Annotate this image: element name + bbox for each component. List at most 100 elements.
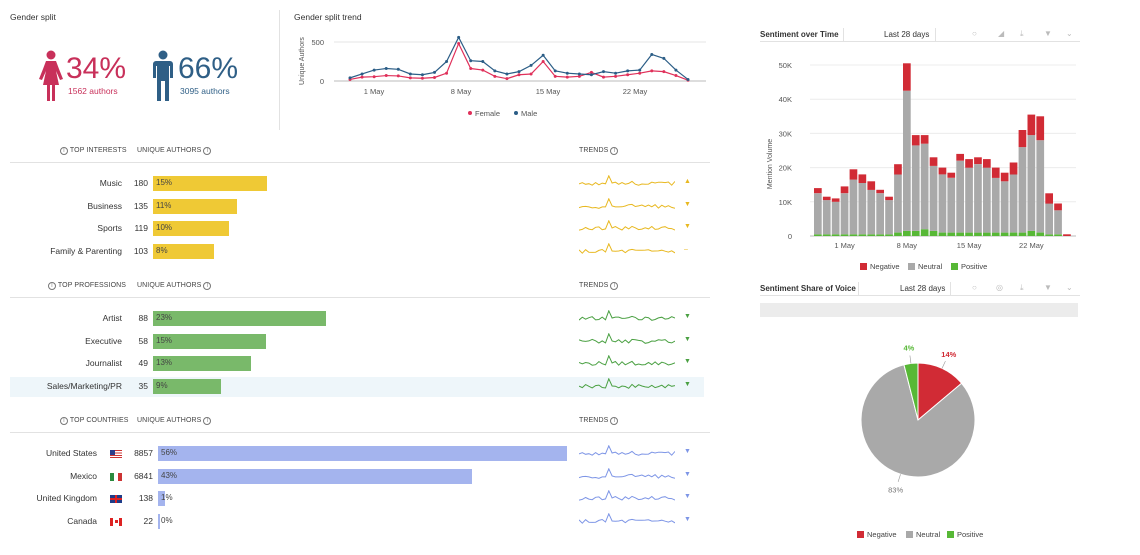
neutral-bar-segment[interactable]: [1009, 174, 1018, 233]
female-trend-point[interactable]: [493, 74, 497, 78]
female-trend-point[interactable]: [626, 73, 630, 77]
negative-bar-segment[interactable]: [876, 189, 884, 194]
neutral-bar-segment[interactable]: [1054, 210, 1062, 235]
male-trend-point[interactable]: [686, 77, 690, 81]
legend-negative[interactable]: Negative: [867, 530, 897, 539]
table-row[interactable]: Sports 119 10% ▼: [10, 219, 704, 239]
male-trend-point[interactable]: [517, 70, 521, 74]
neutral-bar-segment[interactable]: [1000, 181, 1009, 233]
download-icon[interactable]: ⤓: [1020, 283, 1024, 292]
neutral-bar-segment[interactable]: [885, 200, 893, 235]
neutral-bar-segment[interactable]: [956, 160, 964, 233]
negative-bar-segment[interactable]: [1054, 203, 1062, 211]
positive-bar-segment[interactable]: [920, 229, 929, 236]
positive-bar-segment[interactable]: [885, 234, 893, 236]
negative-bar-segment[interactable]: [974, 157, 982, 165]
neutral-bar-segment[interactable]: [965, 167, 973, 233]
table-row[interactable]: Executive 58 15% ▼: [10, 332, 704, 352]
info-icon[interactable]: i: [203, 147, 212, 155]
male-trend-point[interactable]: [396, 67, 400, 71]
male-trend-point[interactable]: [614, 71, 618, 75]
info-icon[interactable]: i: [610, 147, 619, 155]
positive-bar-segment[interactable]: [858, 234, 867, 236]
neutral-bar-segment[interactable]: [903, 90, 911, 231]
female-trend-point[interactable]: [662, 70, 666, 74]
negative-bar-segment[interactable]: [1027, 114, 1036, 136]
negative-bar-segment[interactable]: [831, 198, 840, 202]
positive-bar-segment[interactable]: [814, 234, 822, 236]
positive-bar-segment[interactable]: [938, 232, 947, 236]
female-trend-point[interactable]: [384, 74, 388, 78]
positive-bar-segment[interactable]: [1036, 232, 1045, 236]
female-trend-point[interactable]: [650, 69, 654, 73]
male-trend-point[interactable]: [577, 72, 581, 76]
neutral-bar-segment[interactable]: [867, 189, 876, 235]
positive-bar-segment[interactable]: [911, 230, 920, 236]
legend-neutral[interactable]: Neutral: [918, 262, 943, 271]
negative-bar-segment[interactable]: [814, 188, 822, 194]
chevron-down-icon[interactable]: ⌄: [1066, 29, 1073, 38]
male-trend-point[interactable]: [372, 68, 376, 72]
negative-bar-segment[interactable]: [858, 174, 867, 183]
share-bar[interactable]: 15%: [153, 176, 267, 191]
table-row[interactable]: Sales/Marketing/PR 35 9% ▼: [10, 376, 704, 397]
negative-bar-segment[interactable]: [1036, 116, 1045, 141]
neutral-bar-segment[interactable]: [983, 167, 991, 233]
share-bar[interactable]: 23%: [153, 311, 326, 326]
table-row[interactable]: Family & Parenting 103 8% –: [10, 242, 704, 262]
female-trend-point[interactable]: [481, 68, 485, 72]
male-trend-point[interactable]: [420, 73, 424, 77]
positive-bar-segment[interactable]: [956, 232, 964, 236]
male-trend-point[interactable]: [433, 70, 436, 74]
positive-bar-segment[interactable]: [831, 234, 840, 236]
neutral-slice[interactable]: [860, 364, 976, 478]
positive-bar-segment[interactable]: [947, 232, 956, 236]
neutral-bar-segment[interactable]: [929, 165, 938, 231]
info-icon[interactable]: i: [48, 282, 56, 290]
male-trend-point[interactable]: [469, 59, 473, 63]
neutral-bar-segment[interactable]: [831, 201, 840, 235]
male-trend-point[interactable]: [493, 69, 497, 73]
positive-bar-segment[interactable]: [849, 234, 858, 236]
legend-positive[interactable]: Positive: [957, 530, 983, 539]
share-bar[interactable]: 15%: [153, 333, 266, 349]
female-trend-point[interactable]: [420, 76, 424, 80]
neutral-bar-segment[interactable]: [849, 179, 858, 235]
share-bar[interactable]: 56%: [158, 446, 567, 461]
legend-negative[interactable]: Negative: [870, 262, 900, 271]
negative-bar-segment[interactable]: [840, 186, 849, 194]
positive-bar-segment[interactable]: [991, 232, 1000, 236]
male-trend-point[interactable]: [626, 69, 630, 73]
neutral-bar-segment[interactable]: [947, 177, 956, 233]
negative-bar-segment[interactable]: [947, 172, 956, 178]
female-trend-point[interactable]: [517, 73, 521, 77]
positive-bar-segment[interactable]: [876, 234, 884, 236]
male-trend-point[interactable]: [674, 68, 678, 72]
positive-bar-segment[interactable]: [1027, 230, 1036, 236]
neutral-bar-segment[interactable]: [814, 193, 822, 235]
negative-bar-segment[interactable]: [965, 159, 973, 168]
neutral-bar-segment[interactable]: [920, 143, 929, 230]
male-trend-point[interactable]: [529, 63, 533, 67]
female-trend-point[interactable]: [565, 75, 569, 79]
male-trend-point[interactable]: [602, 70, 605, 74]
info-icon[interactable]: i: [60, 147, 68, 155]
male-trend-point[interactable]: [638, 68, 642, 72]
table-row[interactable]: Business 135 11% ▼: [10, 197, 704, 217]
positive-bar-segment[interactable]: [1018, 232, 1027, 236]
male-trend-point[interactable]: [505, 72, 509, 76]
neutral-bar-segment[interactable]: [1036, 140, 1045, 233]
negative-bar-segment[interactable]: [849, 169, 858, 180]
info-icon[interactable]: i: [203, 417, 212, 425]
female-trend-point[interactable]: [360, 75, 364, 79]
female-trend-point[interactable]: [553, 74, 557, 78]
male-trend-point[interactable]: [481, 60, 485, 63]
date-range-button[interactable]: Last 28 days: [884, 30, 930, 39]
male-trend-point[interactable]: [650, 52, 654, 56]
female-trend-point[interactable]: [396, 74, 400, 78]
male-trend-point[interactable]: [553, 69, 557, 73]
positive-slice[interactable]: [903, 362, 919, 421]
negative-bar-segment[interactable]: [822, 196, 831, 201]
share-bar[interactable]: 13%: [153, 356, 251, 371]
share-bar[interactable]: 8%: [153, 243, 214, 259]
